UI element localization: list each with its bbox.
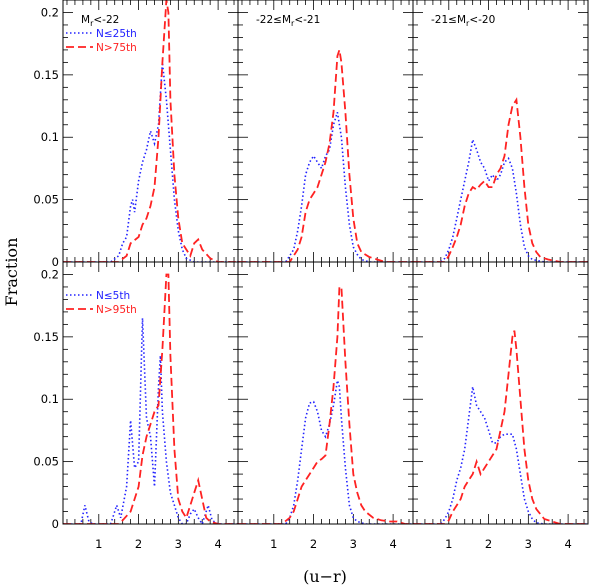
y-tick-label: 0.15 <box>33 68 59 82</box>
series-line-dotted <box>63 62 238 262</box>
series-line-dashed <box>413 330 588 524</box>
series-line-dotted <box>413 136 588 262</box>
panel-label: -21≤Mr<-20 <box>431 14 495 28</box>
panel-r0c1: -22≤Mr<-21 <box>237 0 414 263</box>
panel-frame <box>62 0 239 263</box>
panel-r1c1: 1 2 3 4 <box>237 261 414 551</box>
panel-r1c0: 1 2 3 4 0 0.05 0.1 0.15 0.2 N≤5th N>95th <box>33 261 239 551</box>
panel-r0c2: -21≤Mr<-20 <box>412 0 589 263</box>
y-axis-title: Fraction <box>2 238 21 307</box>
y-tick-label: 0 <box>52 517 59 531</box>
x-tick-label: 3 <box>175 537 182 551</box>
legend-label: N≤5th <box>96 290 130 302</box>
x-tick-label: 4 <box>389 537 396 551</box>
x-tick-label: 2 <box>135 537 142 551</box>
y-tick-label: 0.2 <box>41 5 59 19</box>
x-tick-label: 4 <box>564 537 571 551</box>
series-line-dotted <box>63 318 238 524</box>
y-tick-label: 0.1 <box>41 392 59 406</box>
x-axis-title: (u−r) <box>303 567 347 585</box>
y-tick-label: 0.2 <box>41 267 59 281</box>
panel-frame <box>412 0 589 263</box>
panel-label: Mr<-22 <box>81 14 119 28</box>
legend-label: N>95th <box>96 304 137 316</box>
series-line-dotted <box>238 380 413 524</box>
panel-frame <box>412 261 589 525</box>
series-line-dashed <box>413 97 588 262</box>
x-tick-label: 3 <box>525 537 532 551</box>
panel-r0c0: 0.05 0.1 0.15 0.2 0 Mr<-22N≤25th N>75th <box>33 0 239 269</box>
x-tick-label: 1 <box>270 537 277 551</box>
series-line-dashed <box>63 0 238 262</box>
panel-frame <box>237 0 414 263</box>
legend-label: N≤25th <box>96 28 137 40</box>
x-tick-label: 2 <box>310 537 317 551</box>
series-line-dashed <box>238 286 413 524</box>
panel-r1c2: 1 2 3 4 <box>412 261 589 551</box>
legend-label: N>75th <box>96 42 137 54</box>
panel-frame <box>62 261 239 525</box>
series-line-dashed <box>238 49 413 262</box>
y-tick-label: 0.05 <box>33 455 59 469</box>
x-tick-label: 2 <box>485 537 492 551</box>
y-tick-label: 0 <box>52 255 59 269</box>
y-tick-label: 0.05 <box>33 193 59 207</box>
panel-frame <box>237 261 414 525</box>
y-tick-label: 0.15 <box>33 330 59 344</box>
x-tick-label: 3 <box>350 537 357 551</box>
x-tick-label: 1 <box>445 537 452 551</box>
series-line-dashed <box>63 273 238 524</box>
y-tick-label: 0.1 <box>41 130 59 144</box>
panel-label: -22≤Mr<-21 <box>256 14 320 28</box>
x-tick-label: 1 <box>95 537 102 551</box>
x-tick-label: 4 <box>214 537 221 551</box>
panel-grid: 0.050.10.150.20Mr<-22N≤25thN>75th-22≤Mr<… <box>33 0 589 551</box>
series-line-dotted <box>413 386 588 524</box>
series-line-dotted <box>238 112 413 262</box>
